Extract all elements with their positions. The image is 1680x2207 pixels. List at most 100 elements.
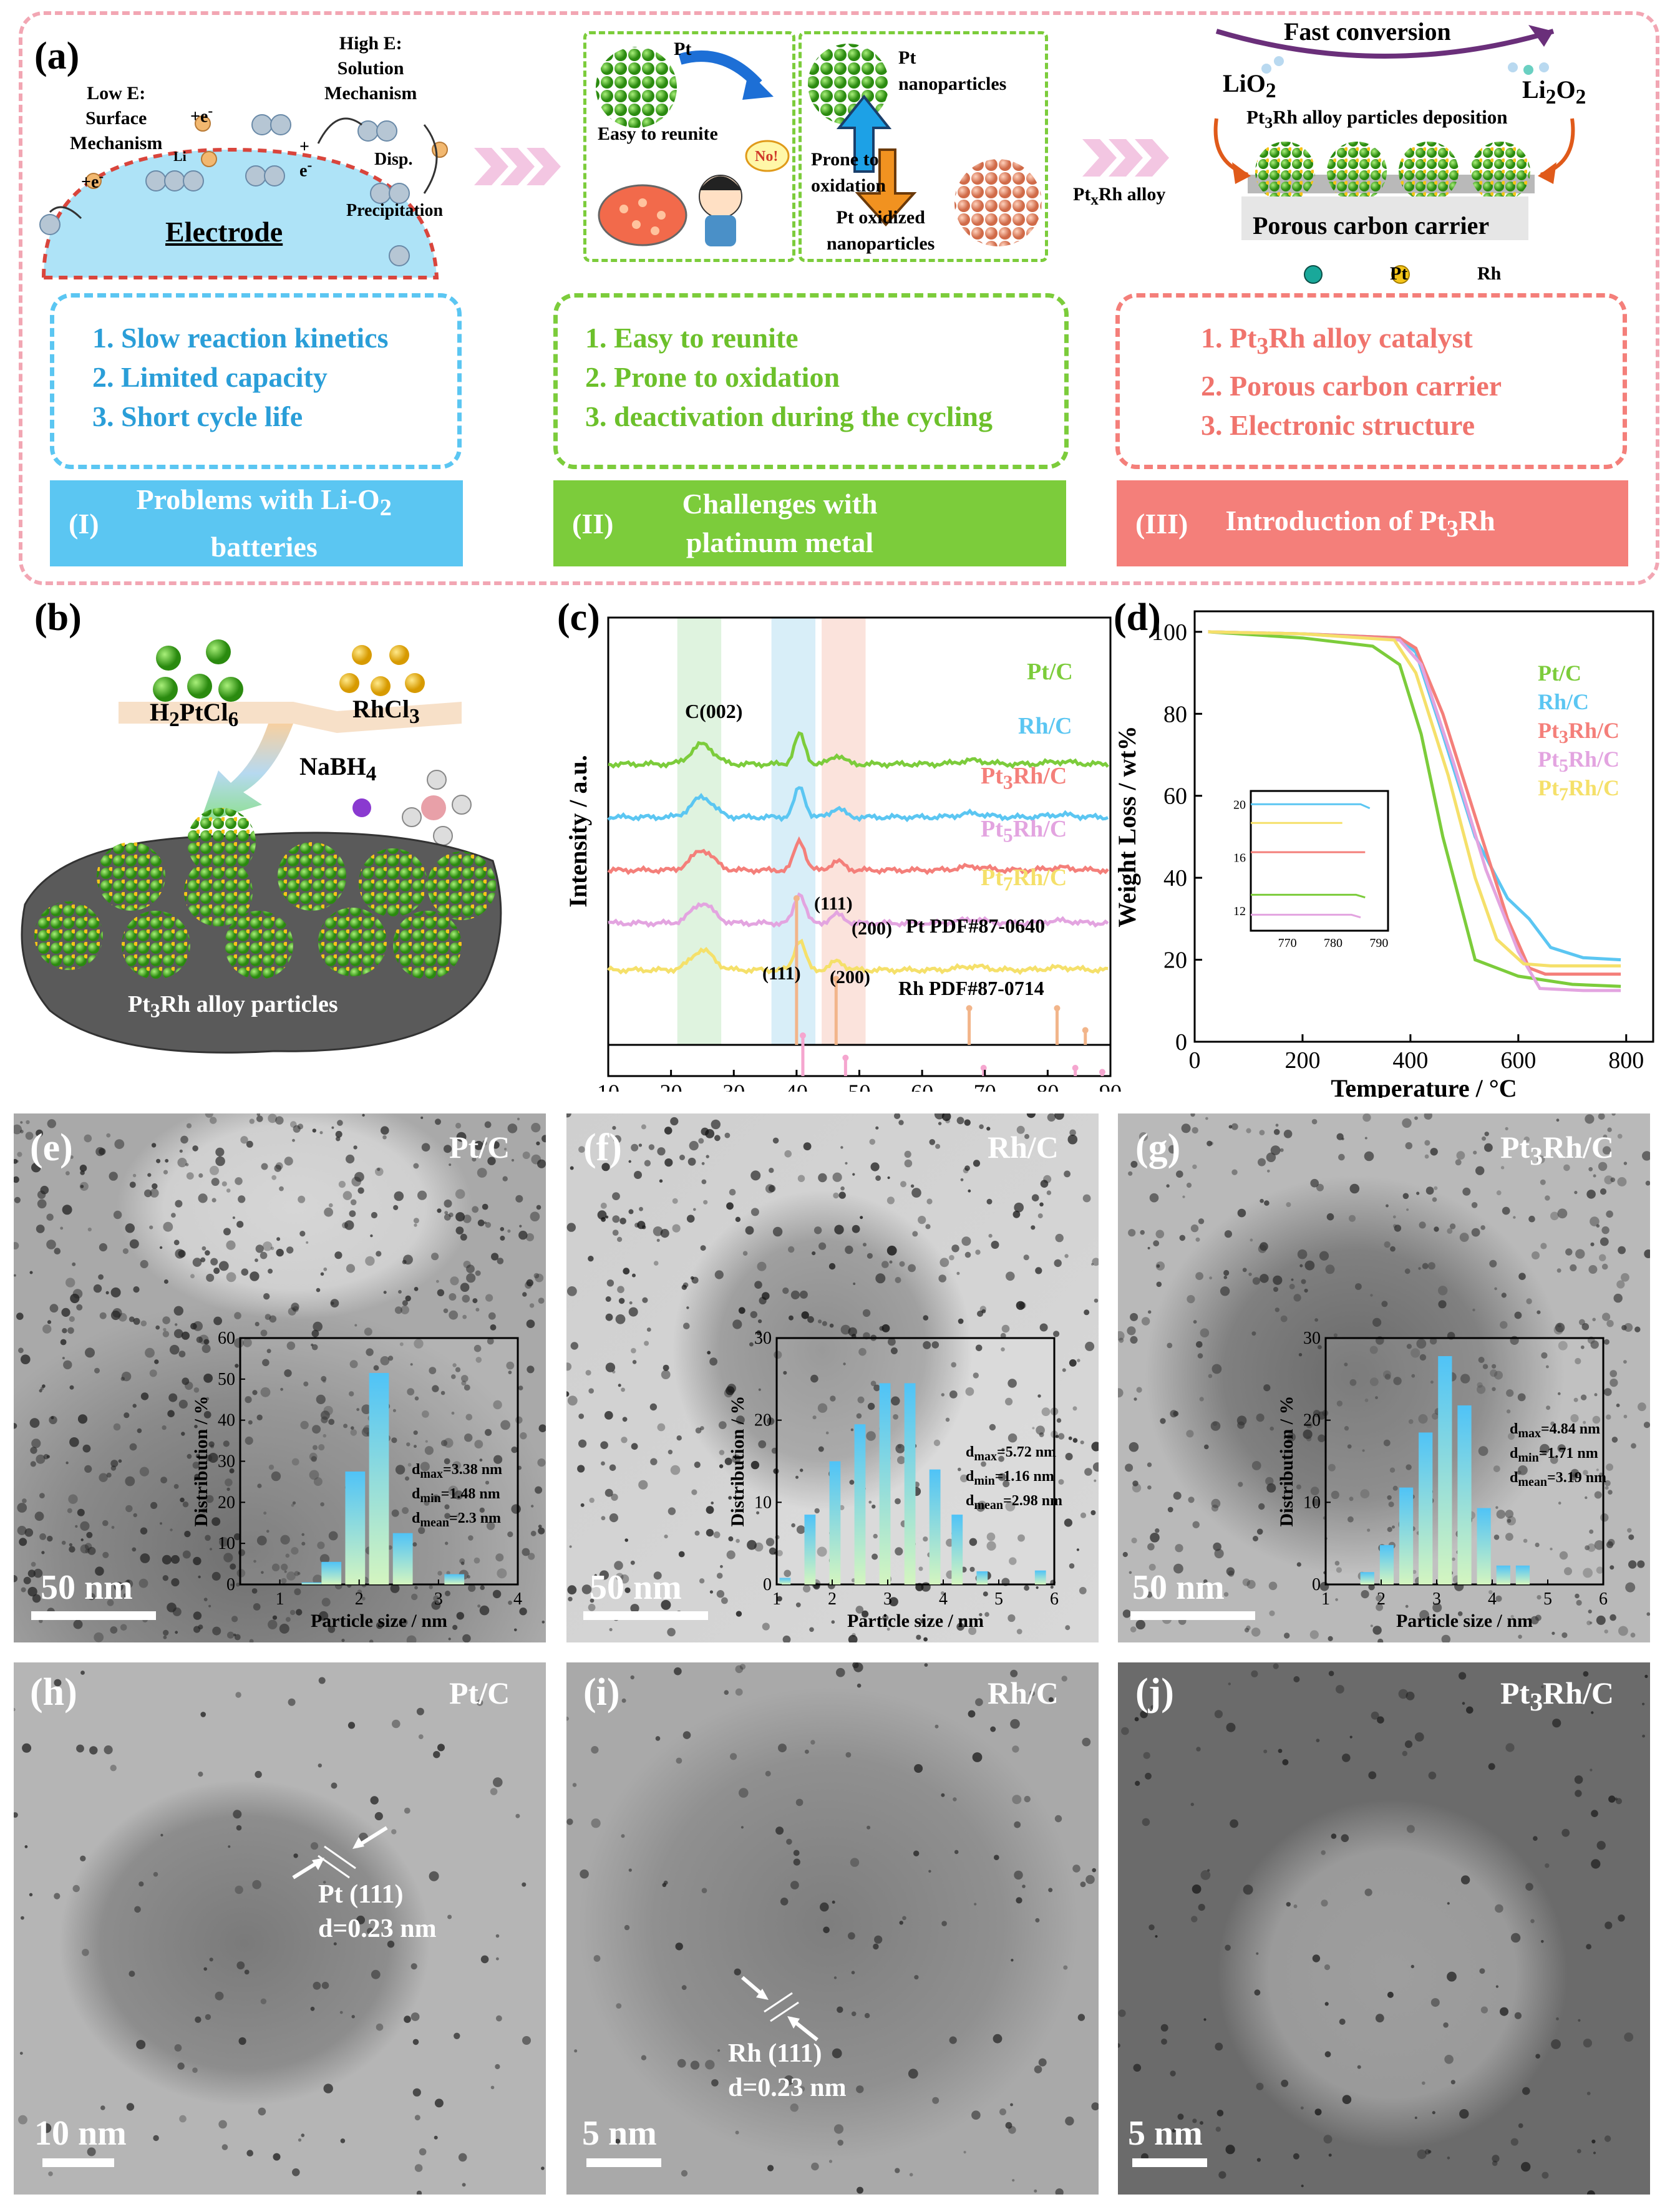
disp-label: Disp. (374, 150, 413, 169)
pt-scheme-box-left (583, 31, 795, 262)
x-tick-label: 6 (1050, 1589, 1059, 1609)
introduction-list-box (1115, 293, 1627, 469)
scale-bar-i (586, 2158, 661, 2167)
pt-oxidized-label: Pt oxidized nanoparticles (827, 207, 935, 254)
li-e-label-2: +e- (81, 168, 104, 192)
sample-label-j: Pt3Rh/C (1500, 1676, 1614, 1717)
pt-scheme-box-right (799, 31, 1048, 262)
tga-series-line (1208, 630, 1621, 988)
pt-111-label: (111) (814, 893, 853, 914)
x-tick-label: 400 (1392, 1047, 1428, 1074)
panel-i-label: (i) (583, 1671, 620, 1714)
rh-200-label: (200) (830, 967, 870, 987)
pt-pdf-label: Pt PDF#87-0640 (906, 914, 1046, 937)
x-tick-label: 40 (785, 1080, 808, 1092)
x-tick-label: 1 (772, 1589, 781, 1609)
chevron-arrow-icon-2 (1082, 139, 1169, 177)
xrd-chart: 1020304050607080902θ / degreeIntensity /… (564, 616, 1122, 1092)
panel-e-label: (e) (30, 1127, 73, 1169)
easy-reunite-label: Easy to reunite (598, 124, 718, 144)
fast-conversion-label: Fast conversion (1284, 17, 1451, 46)
panel-g-label: (g) (1135, 1127, 1181, 1169)
tem-image-e (14, 1113, 546, 1642)
rh-reference-dot (1099, 1069, 1105, 1075)
panel-c-label: (c) (557, 596, 600, 639)
highlight-band (677, 618, 722, 1045)
y-axis-label: Weight Loss / wt% (1113, 725, 1141, 927)
rh-reference-dot (1072, 1065, 1079, 1071)
x-tick-label: 3 (883, 1589, 892, 1609)
y-axis-label: Intensity / a.u. (564, 755, 592, 908)
tga-series-line (1208, 630, 1621, 968)
xrd-series-line (608, 731, 1109, 770)
histogram-bar (929, 1469, 941, 1584)
scale-label-e: 50 nm (41, 1568, 133, 1607)
alloy-scheme-illustration (1213, 25, 1575, 284)
y-tick-label: 10 (754, 1493, 772, 1512)
x-tick-label: 4 (513, 1589, 522, 1609)
y-tick-label: 30 (1303, 1329, 1321, 1348)
x-tick-label: 4 (939, 1589, 948, 1609)
histogram-bar (345, 1471, 366, 1584)
x-axis-label: Temperature / °C (1331, 1074, 1517, 1098)
x-tick-label: 6 (1599, 1589, 1608, 1609)
histogram-bar (392, 1533, 413, 1584)
panel-f-label: (f) (583, 1127, 622, 1169)
electrode-label: Electrode (165, 216, 283, 248)
y-axis-label: Distribution / % (193, 1395, 211, 1526)
x-tick-label: 20 (660, 1080, 682, 1092)
pt-200-label: (200) (852, 918, 892, 939)
synthesis-illustration (21, 639, 502, 1054)
scale-label-g: 50 nm (1132, 1568, 1225, 1607)
particle-texture (1118, 1663, 1648, 2195)
histogram-bar (951, 1515, 963, 1584)
histogram-bar (804, 1515, 816, 1584)
panel-a-label: (a) (34, 35, 80, 77)
y-tick-label: 0 (1175, 1029, 1187, 1055)
y-tick-label: 20 (218, 1493, 235, 1512)
plot-frame (1193, 610, 1654, 1043)
band-challenges: (II) Challenges with platinum metal (553, 480, 1066, 566)
inset-y-tick-label: 20 (1233, 798, 1246, 812)
histogram-bar (1515, 1565, 1530, 1584)
y-tick-label: 20 (754, 1411, 772, 1430)
y-tick-label: 40 (218, 1411, 235, 1430)
li-label: Li (173, 148, 187, 164)
lattice-label-i: Rh (111) d=0.23 nm (728, 2039, 847, 2102)
panel-d-label: (d) (1114, 596, 1161, 639)
chevron-arrow-icon-1 (474, 148, 561, 185)
lattice-arrows-icon-h (292, 1826, 388, 1880)
band-introduction: (III) Introduction of Pt3Rh (1117, 480, 1628, 566)
sample-label-i: Rh/C (988, 1676, 1059, 1710)
xrd-legend-pt7rhc: Pt7Rh/C (981, 865, 1067, 895)
histogram-bar (301, 1582, 322, 1584)
x-tick-label: 3 (434, 1589, 443, 1609)
stats-g: dmax=4.84 nm dmin=1.71 nm dmean=3.19 nm (1510, 1421, 1607, 1489)
low-e-label: Low E: Surface Mechanism (70, 83, 163, 153)
inset-x-tick-label: 790 (1369, 936, 1388, 950)
rh-reference-dot (980, 1065, 987, 1071)
legend-rh-label: Rh (1477, 263, 1502, 284)
y-tick-label: 30 (218, 1452, 235, 1472)
tga-legend-pt5rhc: Pt5Rh/C (1538, 747, 1620, 777)
particle-texture (566, 1662, 1099, 2195)
size-histogram-f: 1 2 3 4 5 6 0 10 20 30 Particle size / nm Distribut… (730, 1329, 1059, 1631)
no-bubble: No! (755, 148, 779, 165)
scale-bar-h (42, 2158, 114, 2167)
inset-frame (1250, 790, 1389, 932)
scale-bar-e (31, 1611, 156, 1620)
x-tick-label: 200 (1284, 1047, 1320, 1074)
histogram-bar (444, 1574, 465, 1584)
scale-label-i: 5 nm (582, 2114, 657, 2153)
histogram-bar (1399, 1487, 1414, 1584)
y-tick-label: 40 (1163, 865, 1187, 891)
x-tick-label: 30 (722, 1080, 745, 1092)
lattice-label-h: Pt (111) d=0.23 nm (318, 1880, 437, 1943)
tga-legend-pt7rhc: Pt7Rh/C (1538, 775, 1620, 805)
precipitation-label: Precipitation (346, 201, 444, 220)
histogram-bar (854, 1424, 866, 1584)
alloy-particles-caption: Pt3Rh alloy particles (128, 991, 338, 1022)
x-tick-label: 1 (276, 1589, 284, 1609)
rh-reference-dot (799, 1032, 806, 1039)
xrd-legend-rhc: Rh/C (1018, 713, 1072, 739)
